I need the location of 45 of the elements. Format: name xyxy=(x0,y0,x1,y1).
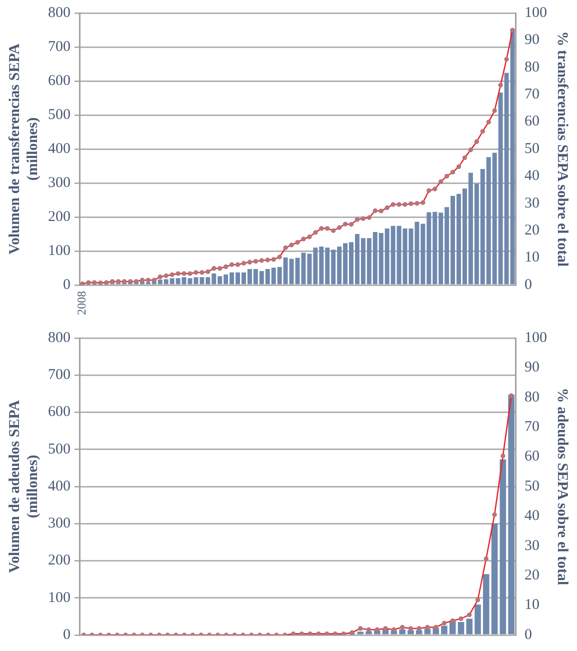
y2-tick-label: 40 xyxy=(524,508,540,524)
y-axis-title: Volumen de adeudos SEPA (millones) xyxy=(6,400,41,573)
y2-tick-label: 70 xyxy=(524,86,540,103)
y2-tick-label: 60 xyxy=(524,114,540,130)
y2-tick-label: 0 xyxy=(524,626,532,643)
y2-tick-label: 40 xyxy=(524,168,540,184)
y-tick-label: 400 xyxy=(48,140,70,157)
y-tick-label: 0 xyxy=(63,276,70,293)
x-tick-label: 2008 xyxy=(74,291,89,315)
y-axis-title: Volumen de transferencias SEPA (millones) xyxy=(6,43,41,254)
y-tick-label: 300 xyxy=(48,174,70,191)
y-tick-label: 200 xyxy=(48,552,70,569)
y-tick-label: 0 xyxy=(63,626,70,643)
y2-tick-label: 90 xyxy=(524,360,540,376)
y2-tick-label: 80 xyxy=(524,59,540,76)
y-tick-label: 400 xyxy=(48,478,70,494)
y-tick-label: 800 xyxy=(48,4,70,21)
y-tick-label: 100 xyxy=(48,242,70,259)
y2-tick-label: 50 xyxy=(524,478,540,494)
y2-tick-label: 100 xyxy=(524,4,547,21)
y2-tick-label: 20 xyxy=(524,568,540,584)
y2-axis-title: % adeudos SEPA sobre el total xyxy=(554,388,570,586)
y2-tick-label: 30 xyxy=(524,195,540,212)
y2-tick-label: 30 xyxy=(524,538,540,554)
y2-tick-label: 0 xyxy=(524,276,532,293)
y-tick-label: 700 xyxy=(48,38,70,55)
y2-tick-label: 50 xyxy=(524,140,540,157)
y2-tick-label: 100 xyxy=(524,330,547,346)
y-tick-label: 200 xyxy=(48,208,70,225)
y-tick-label: 500 xyxy=(48,106,70,123)
y2-tick-label: 20 xyxy=(524,222,540,239)
y2-tick-label: 70 xyxy=(524,419,540,436)
y2-tick-label: 60 xyxy=(524,448,540,465)
y-tick-label: 300 xyxy=(48,516,70,532)
y2-tick-label: 80 xyxy=(524,389,540,406)
y2-tick-label: 90 xyxy=(524,32,540,48)
y2-axis-title: % transferencias SEPA sobre el total xyxy=(554,31,570,267)
y-tick-label: 800 xyxy=(48,330,70,346)
y-tick-label: 500 xyxy=(48,441,70,458)
y2-tick-label: 10 xyxy=(524,597,540,614)
y-tick-label: 100 xyxy=(48,590,70,606)
y-tick-label: 600 xyxy=(48,72,70,89)
y2-tick-label: 10 xyxy=(524,250,540,266)
y-tick-label: 700 xyxy=(48,367,70,384)
y-tick-label: 600 xyxy=(48,404,70,420)
